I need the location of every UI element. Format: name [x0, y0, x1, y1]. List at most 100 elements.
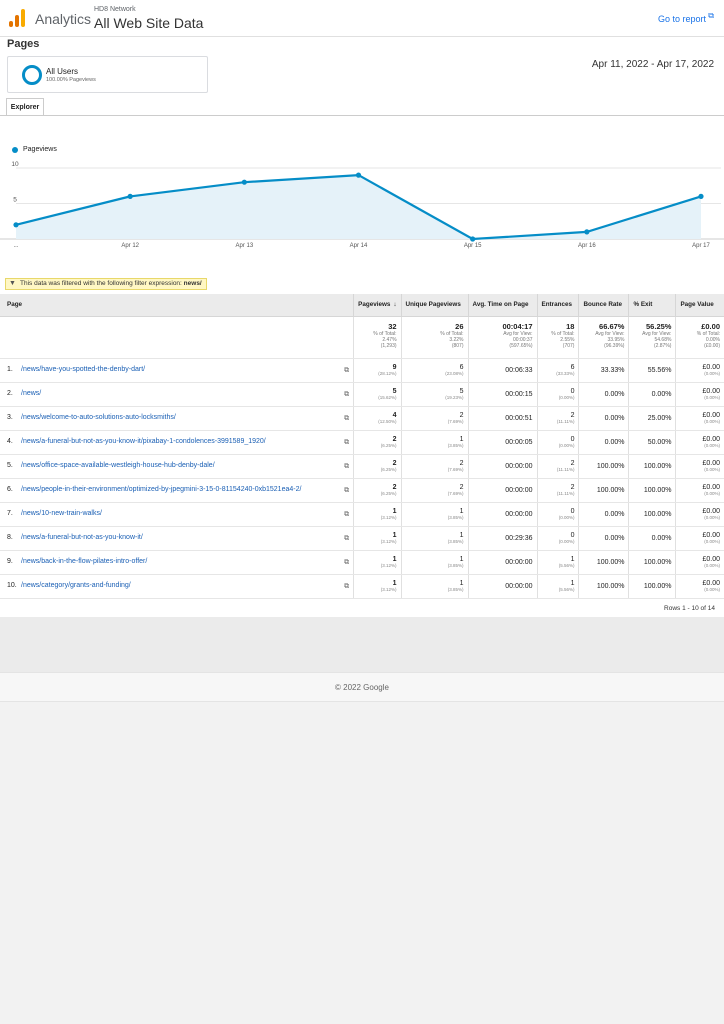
go-to-report-link[interactable]: Go to report	[657, 14, 706, 24]
cell-pv: 2 (6.25%)	[353, 430, 402, 455]
column-header-5[interactable]: Bounce Rate	[578, 294, 629, 317]
cell-percent: (0.00%)	[704, 443, 720, 448]
table-row: 3. /news/welcome-to-auto-solutions-auto-l…	[0, 406, 724, 431]
data-point	[13, 222, 19, 228]
page-link[interactable]: /news/10-new-train-walks/	[21, 509, 102, 517]
open-page-icon[interactable]: ⧉	[344, 462, 350, 470]
cell-upv: 1 (3.85%)	[400, 430, 469, 455]
cell-upv: 5 (19.23%)	[400, 382, 469, 407]
open-page-icon[interactable]: ⧉	[344, 534, 350, 542]
page-link[interactable]: /news/	[21, 389, 42, 397]
open-page-icon[interactable]: ⧉	[344, 438, 350, 446]
open-page-icon[interactable]: ⧉	[344, 558, 350, 566]
total-sub1: Avg for View:	[503, 330, 533, 337]
total-sub2: 0.00%	[705, 336, 720, 343]
open-page-icon[interactable]: ⧉	[344, 486, 350, 494]
x-tick-label: Apr 12	[121, 243, 139, 249]
column-header-4[interactable]: Entrances	[536, 294, 579, 317]
filter-text: This data was filtered with the followin…	[20, 280, 182, 287]
cell-value: 5	[392, 388, 397, 395]
cell-value: 0.00%	[604, 438, 625, 446]
cell-value: 1	[392, 532, 397, 539]
total-sub1: % of Total:	[696, 330, 720, 337]
segment-card[interactable]: All Users 100.00% Pageviews	[7, 56, 208, 93]
cell-value: 00:00:00	[505, 558, 533, 566]
total-main: 66.67%	[599, 321, 625, 331]
property-name: All Web Site Data	[94, 15, 204, 31]
row-number: 10.	[7, 581, 17, 589]
cell-percent: (0.00%)	[704, 371, 720, 376]
open-page-icon[interactable]: ⧉	[344, 582, 350, 590]
cell-percent: (3.85%)	[447, 443, 464, 448]
total-cell: 26% of Total: 3.22% (807)	[400, 316, 469, 359]
open-page-icon[interactable]: ⧉	[344, 414, 350, 422]
tab-explorer[interactable]: Explorer	[6, 98, 44, 115]
cell-percent: (6.25%)	[380, 443, 397, 448]
cell-value: 1	[392, 508, 397, 515]
cell-percent: (3.85%)	[447, 587, 464, 592]
cell-percent: (0.00%)	[704, 587, 720, 592]
cell-upv: 2 (7.69%)	[400, 454, 469, 479]
cell-value: 9	[392, 364, 397, 371]
cell-value: 0	[570, 532, 575, 539]
cell-pv: 2 (6.25%)	[353, 454, 402, 479]
cell-ent: 2 (11.11%)	[536, 454, 579, 479]
total-sub3: (1,293)	[380, 342, 397, 349]
page-link[interactable]: /news/a-funeral-but-not-as-you-know-it/	[21, 533, 143, 541]
cell-value: 0.00%	[651, 390, 672, 398]
column-header-7[interactable]: Page Value	[675, 294, 724, 317]
cell-upv: 2 (7.69%)	[400, 406, 469, 431]
column-header-0[interactable]: Page	[0, 294, 354, 317]
pageviews-chart: 5 10... Apr 12 Apr 13 Apr 14 Apr 15 Apr 16 Apr …	[0, 161, 724, 249]
open-page-icon[interactable]: ⧉	[344, 366, 350, 374]
open-page-icon[interactable]: ⧉	[344, 510, 350, 518]
page-link[interactable]: /news/office-space-available-westleigh-h…	[21, 461, 215, 469]
data-point	[698, 193, 704, 199]
cell-time: 00:00:05	[467, 430, 537, 455]
cell-value: £0.00	[702, 484, 720, 491]
cell-value: 1	[459, 580, 464, 587]
page-link[interactable]: /news/welcome-to-auto-solutions-auto-loc…	[21, 413, 176, 421]
open-page-icon[interactable]: ⧉	[344, 390, 350, 398]
cell-value: 0	[570, 388, 575, 395]
cell-upv: 2 (7.69%)	[400, 478, 469, 503]
cell-value: £0.00	[702, 508, 720, 515]
page-link[interactable]: /news/back-in-the-flow-pilates-intro-off…	[21, 557, 148, 565]
page-link[interactable]: /news/category/grants-and-funding/	[21, 581, 131, 589]
cell-value: 0.00%	[604, 534, 625, 542]
cell-value: 1	[459, 436, 464, 443]
data-point	[584, 229, 590, 235]
column-header-2[interactable]: Unique Pageviews	[400, 294, 469, 317]
total-cell: £0.00% of Total: 0.00% (£0.00)	[675, 316, 724, 359]
cell-value: 0.00%	[604, 414, 625, 422]
totals-row: 32% of Total: 2.47% (1,293) 26% of Total: 3.…	[0, 316, 724, 359]
column-header-1[interactable]: Pageviews ↓	[353, 294, 402, 317]
cell-upv: 1 (3.85%)	[400, 502, 469, 527]
cell-percent: (11.11%)	[556, 419, 575, 424]
filter-expression: news/	[183, 280, 202, 287]
cell-value: 00:00:00	[505, 462, 533, 470]
page-link[interactable]: /news/have-you-spotted-the-denby-dart/	[21, 365, 146, 373]
total-main: 56.25%	[646, 321, 672, 331]
cell-value: 0	[570, 508, 575, 515]
sort-arrow-icon[interactable]: ↓	[393, 301, 397, 309]
page-link[interactable]: /news/people-in-their-environment/optimi…	[21, 485, 302, 493]
cell-percent: (3.12%)	[380, 563, 397, 568]
footer: © 2022 Google	[0, 672, 724, 702]
page-link[interactable]: /news/a-funeral-but-not-as-you-know-it/p…	[21, 437, 266, 445]
total-sub3: (597.65%)	[509, 342, 533, 349]
filter-notice: ▼ This data was filtered with the follow…	[5, 278, 207, 290]
row-number: 7.	[7, 509, 13, 517]
row-number: 1.	[7, 365, 13, 373]
cell-percent: (7.69%)	[447, 491, 464, 496]
column-header-6[interactable]: % Exit	[628, 294, 676, 317]
cell-percent: (23.08%)	[445, 371, 464, 376]
tab-divider	[0, 115, 724, 116]
external-link-icon[interactable]: ⧉	[708, 11, 714, 20]
date-range[interactable]: Apr 11, 2022 - Apr 17, 2022	[591, 59, 714, 70]
funnel-icon: ▼	[9, 280, 16, 287]
cell-value: £0.00	[702, 436, 720, 443]
total-cell: 32% of Total: 2.47% (1,293)	[353, 316, 402, 359]
column-header-3[interactable]: Avg. Time on Page	[467, 294, 537, 317]
